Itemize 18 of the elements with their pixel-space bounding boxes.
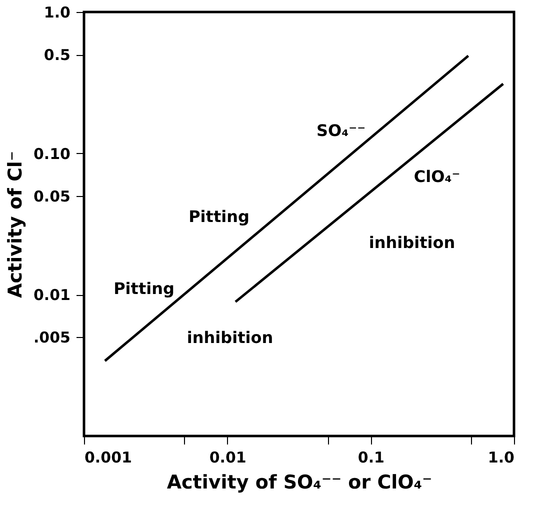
x-axis-title: Activity of SO₄⁻⁻ or ClO₄⁻	[166, 472, 432, 494]
x-tick-label: 0.1	[358, 448, 384, 466]
annotation: Pitting	[188, 207, 250, 226]
x-tick-label: 0.001	[84, 448, 132, 466]
y-tick-label: 1.0	[44, 4, 70, 22]
y-axis-title: Activity of Cl⁻	[4, 151, 26, 298]
annotation: inhibition	[368, 233, 456, 252]
y-tick-label: 0.10	[33, 144, 70, 163]
series-label: SO₄⁻⁻	[316, 121, 366, 140]
annotation: Pitting	[114, 279, 174, 298]
annotation: inhibition	[186, 328, 274, 347]
y-tick-label: 0.01	[33, 286, 70, 304]
series-label: ClO₄⁻	[414, 167, 460, 186]
x-tick-label: 1.0	[488, 448, 514, 466]
y-tick-label: .005	[33, 328, 70, 347]
y-tick-label: 0.05	[33, 187, 70, 206]
x-tick-label: 0.01	[209, 448, 246, 466]
y-tick-label: 0.5	[44, 46, 70, 64]
